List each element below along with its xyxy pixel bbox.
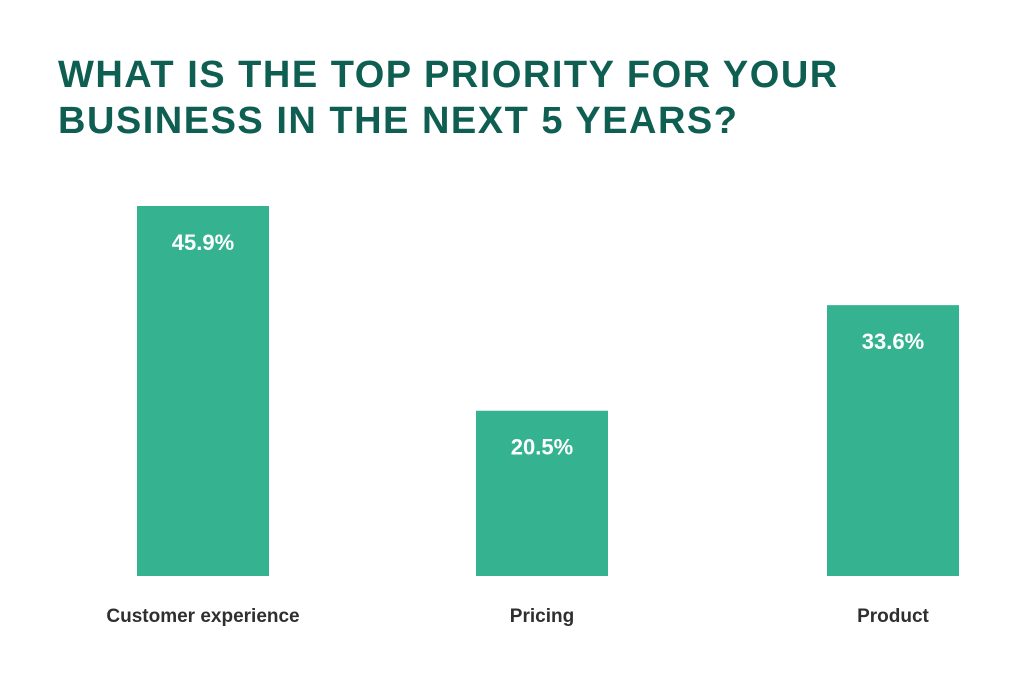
category-label: Customer experience (106, 606, 299, 627)
chart-title: WHAT IS THE TOP PRIORITY FOR YOUR BUSINE… (58, 54, 839, 142)
bar-value-label: 20.5% (511, 435, 573, 460)
bar-customer-experience (137, 206, 269, 576)
bar-value-label: 33.6% (862, 329, 924, 354)
bar-value-label: 45.9% (172, 230, 234, 255)
bar-pricing (476, 410, 608, 576)
bar-product (827, 305, 959, 576)
category-label: Pricing (510, 606, 574, 627)
category-label: Product (857, 606, 929, 627)
